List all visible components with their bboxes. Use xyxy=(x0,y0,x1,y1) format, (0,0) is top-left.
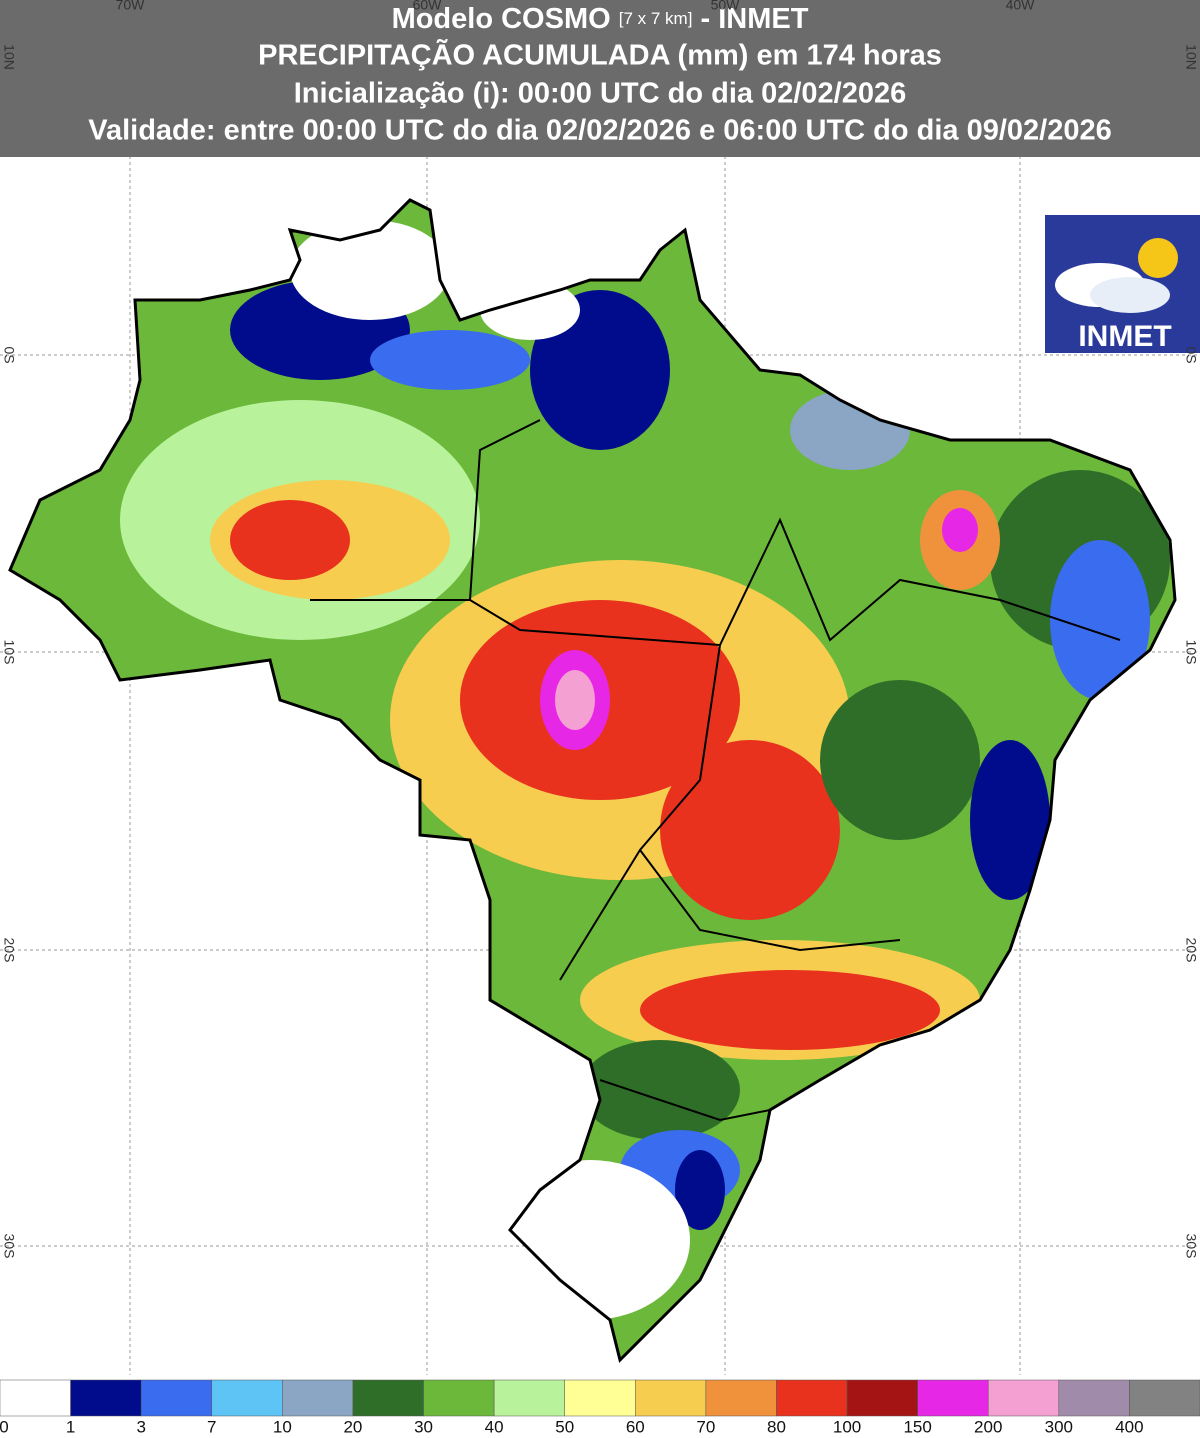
legend-label: 0 xyxy=(0,1417,9,1436)
legend-swatch xyxy=(635,1379,707,1417)
legend-swatch xyxy=(846,1379,918,1417)
source: - INMET xyxy=(700,3,808,35)
legend-label: 30 xyxy=(414,1417,433,1436)
legend-swatch xyxy=(1058,1379,1130,1417)
title-line: Inicialização (i): 00:00 UTC do dia 02/0… xyxy=(294,78,906,110)
legend-label: 20 xyxy=(343,1417,362,1436)
lat-label: 10N xyxy=(1183,44,1199,70)
legend-label: 400 xyxy=(1115,1417,1143,1436)
title-line: Validade: entre 00:00 UTC do dia 02/02/2… xyxy=(88,115,1112,147)
legend-label: 10 xyxy=(273,1417,292,1436)
lat-label: 30S xyxy=(1183,1234,1199,1259)
country-border xyxy=(8,198,1177,1363)
lat-label: 0S xyxy=(1,346,17,363)
logo-text: INMET xyxy=(1078,320,1171,353)
legend-label: 150 xyxy=(903,1417,931,1436)
legend-swatch xyxy=(70,1379,142,1417)
resolution: [7 x 7 km] xyxy=(619,9,693,28)
legend-swatch xyxy=(211,1379,283,1417)
lat-label: 30S xyxy=(1,1234,17,1259)
lon-label: 40W xyxy=(1006,0,1036,13)
legend-label: 100 xyxy=(833,1417,861,1436)
legend-label: 40 xyxy=(485,1417,504,1436)
legend-swatch xyxy=(917,1379,989,1417)
legend-swatch xyxy=(705,1379,777,1417)
legend-label: 7 xyxy=(207,1417,216,1436)
legend-label: 200 xyxy=(974,1417,1002,1436)
lat-label: 10S xyxy=(1183,640,1199,665)
lon-label: 60W xyxy=(413,0,443,13)
legend-swatch xyxy=(282,1379,354,1417)
legend-label: 3 xyxy=(136,1417,145,1436)
lat-label: 0S xyxy=(1183,346,1199,363)
title-line: Modelo COSMO [7 x 7 km] - INMET xyxy=(392,3,809,35)
lat-label: 20S xyxy=(1183,938,1199,963)
legend-swatch xyxy=(564,1379,636,1417)
legend-swatch xyxy=(0,1379,71,1417)
legend-swatch xyxy=(423,1379,495,1417)
legend-swatch xyxy=(140,1379,213,1417)
title-line: PRECIPITAÇÃO ACUMULADA (mm) em 174 horas xyxy=(258,38,942,72)
model-name: Modelo COSMO xyxy=(392,3,611,35)
legend-swatch xyxy=(1129,1379,1200,1417)
legend-label: 50 xyxy=(555,1417,574,1436)
legend-label: 300 xyxy=(1045,1417,1073,1436)
legend-swatch xyxy=(776,1379,848,1417)
header-band xyxy=(0,0,1200,157)
inmet-logo: INMET xyxy=(1045,215,1200,353)
legend-label: 1 xyxy=(66,1417,75,1436)
lat-label: 10S xyxy=(1,640,17,665)
lon-label: 70W xyxy=(116,0,146,13)
lat-label: 20S xyxy=(1,938,17,963)
legend-swatch xyxy=(493,1379,565,1417)
lon-label: 50W xyxy=(711,0,741,13)
legend-label: 80 xyxy=(767,1417,786,1436)
state-borders xyxy=(310,419,1121,1122)
legend-label: 70 xyxy=(696,1417,715,1436)
legend-label: 60 xyxy=(626,1417,645,1436)
legend-swatch xyxy=(352,1379,424,1417)
lat-label: 10N xyxy=(1,44,17,70)
legend-swatch xyxy=(987,1379,1060,1417)
